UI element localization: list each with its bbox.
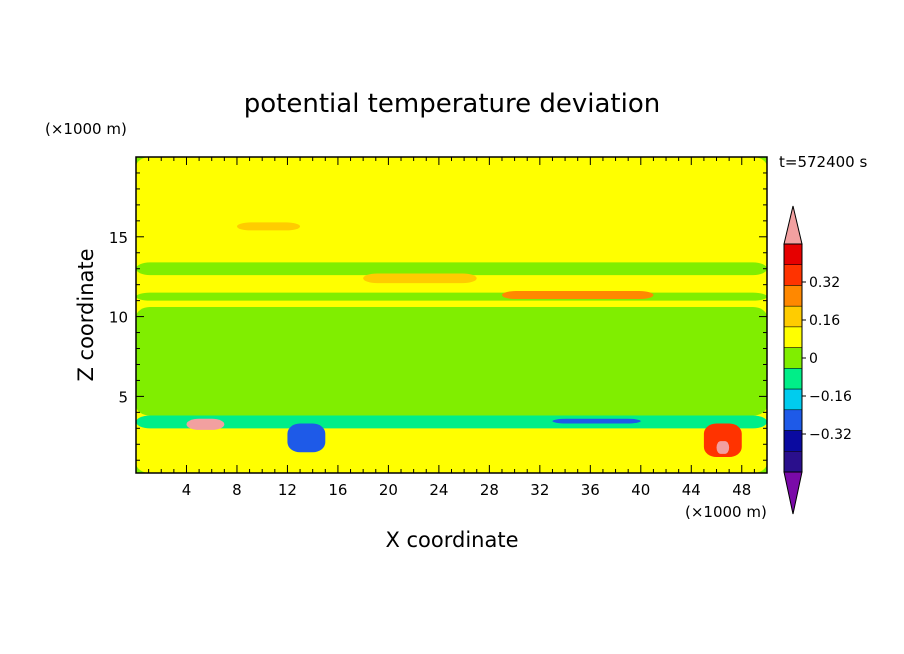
time-label: t=572400 s bbox=[779, 153, 867, 171]
colorbar-segment bbox=[783, 409, 803, 431]
contour-region-7 bbox=[136, 415, 767, 429]
contour-region-4 bbox=[363, 273, 477, 284]
colorbar-segment bbox=[783, 388, 803, 411]
contour-regions bbox=[136, 157, 767, 473]
chart-title: potential temperature deviation bbox=[244, 89, 660, 119]
contour-region-10 bbox=[552, 418, 641, 424]
x-tick-label: 28 bbox=[480, 481, 499, 499]
x-tick-label: 24 bbox=[429, 481, 448, 499]
x-tick-label: 44 bbox=[682, 481, 701, 499]
y-tick-label: 15 bbox=[109, 229, 128, 247]
x-tick-label: 8 bbox=[232, 481, 242, 499]
x-tick-label: 12 bbox=[278, 481, 297, 499]
y-tick-label: 5 bbox=[118, 388, 128, 406]
x-tick-label: 32 bbox=[530, 481, 549, 499]
x-unit-label: (×1000 m) bbox=[685, 503, 767, 521]
x-tick-label: 16 bbox=[328, 481, 347, 499]
colorbar-segment bbox=[783, 326, 803, 348]
colorbar-segment bbox=[783, 347, 803, 369]
contour-region-12 bbox=[716, 441, 730, 454]
contour-region-1 bbox=[136, 307, 767, 416]
colorbar-max-triangle bbox=[783, 205, 803, 245]
colorbar-segment bbox=[783, 243, 803, 265]
colorbar-segment bbox=[783, 285, 803, 307]
colorbar-tick-label: −0.16 bbox=[809, 389, 852, 405]
contour-region-3 bbox=[136, 262, 767, 276]
contour-region-5 bbox=[501, 291, 654, 300]
colorbar-tick-label: 0 bbox=[809, 351, 818, 367]
x-axis-ticks: 4 8 12 16 20 24 28 32 36 40 44 48 bbox=[148, 157, 755, 499]
x-tick-label: 36 bbox=[581, 481, 600, 499]
y-tick-label: 10 bbox=[109, 309, 128, 327]
colorbar-tick-label: 0.16 bbox=[809, 313, 840, 329]
y-unit-label: (×1000 m) bbox=[45, 120, 127, 138]
x-tick-label: 48 bbox=[732, 481, 751, 499]
contour-region-9 bbox=[287, 423, 326, 453]
colorbar-segment bbox=[783, 305, 803, 328]
x-tick-label: 40 bbox=[631, 481, 650, 499]
colorbar-tick-label: −0.32 bbox=[809, 427, 852, 443]
x-tick-label: 4 bbox=[182, 481, 192, 499]
contour-region-11 bbox=[703, 423, 742, 458]
y-axis-label: Z coordinate bbox=[74, 248, 98, 381]
x-axis-label: X coordinate bbox=[385, 528, 518, 552]
plot-area bbox=[136, 157, 767, 473]
contour-region-6 bbox=[236, 222, 301, 231]
colorbar-segment bbox=[783, 368, 803, 390]
contour-region-2 bbox=[136, 292, 767, 301]
colorbar-segment bbox=[783, 430, 803, 452]
colorbar-segment bbox=[783, 264, 803, 286]
colorbar-min-triangle bbox=[783, 471, 803, 515]
x-tick-label: 20 bbox=[379, 481, 398, 499]
contour-region-8 bbox=[186, 418, 225, 430]
colorbar-tick-label: 0.32 bbox=[809, 275, 840, 291]
colorbar: 0.32 0.16 0 −0.16 −0.32 bbox=[783, 205, 852, 515]
colorbar-segment bbox=[783, 451, 803, 473]
y-axis-ticks: 5 10 15 bbox=[109, 172, 767, 461]
